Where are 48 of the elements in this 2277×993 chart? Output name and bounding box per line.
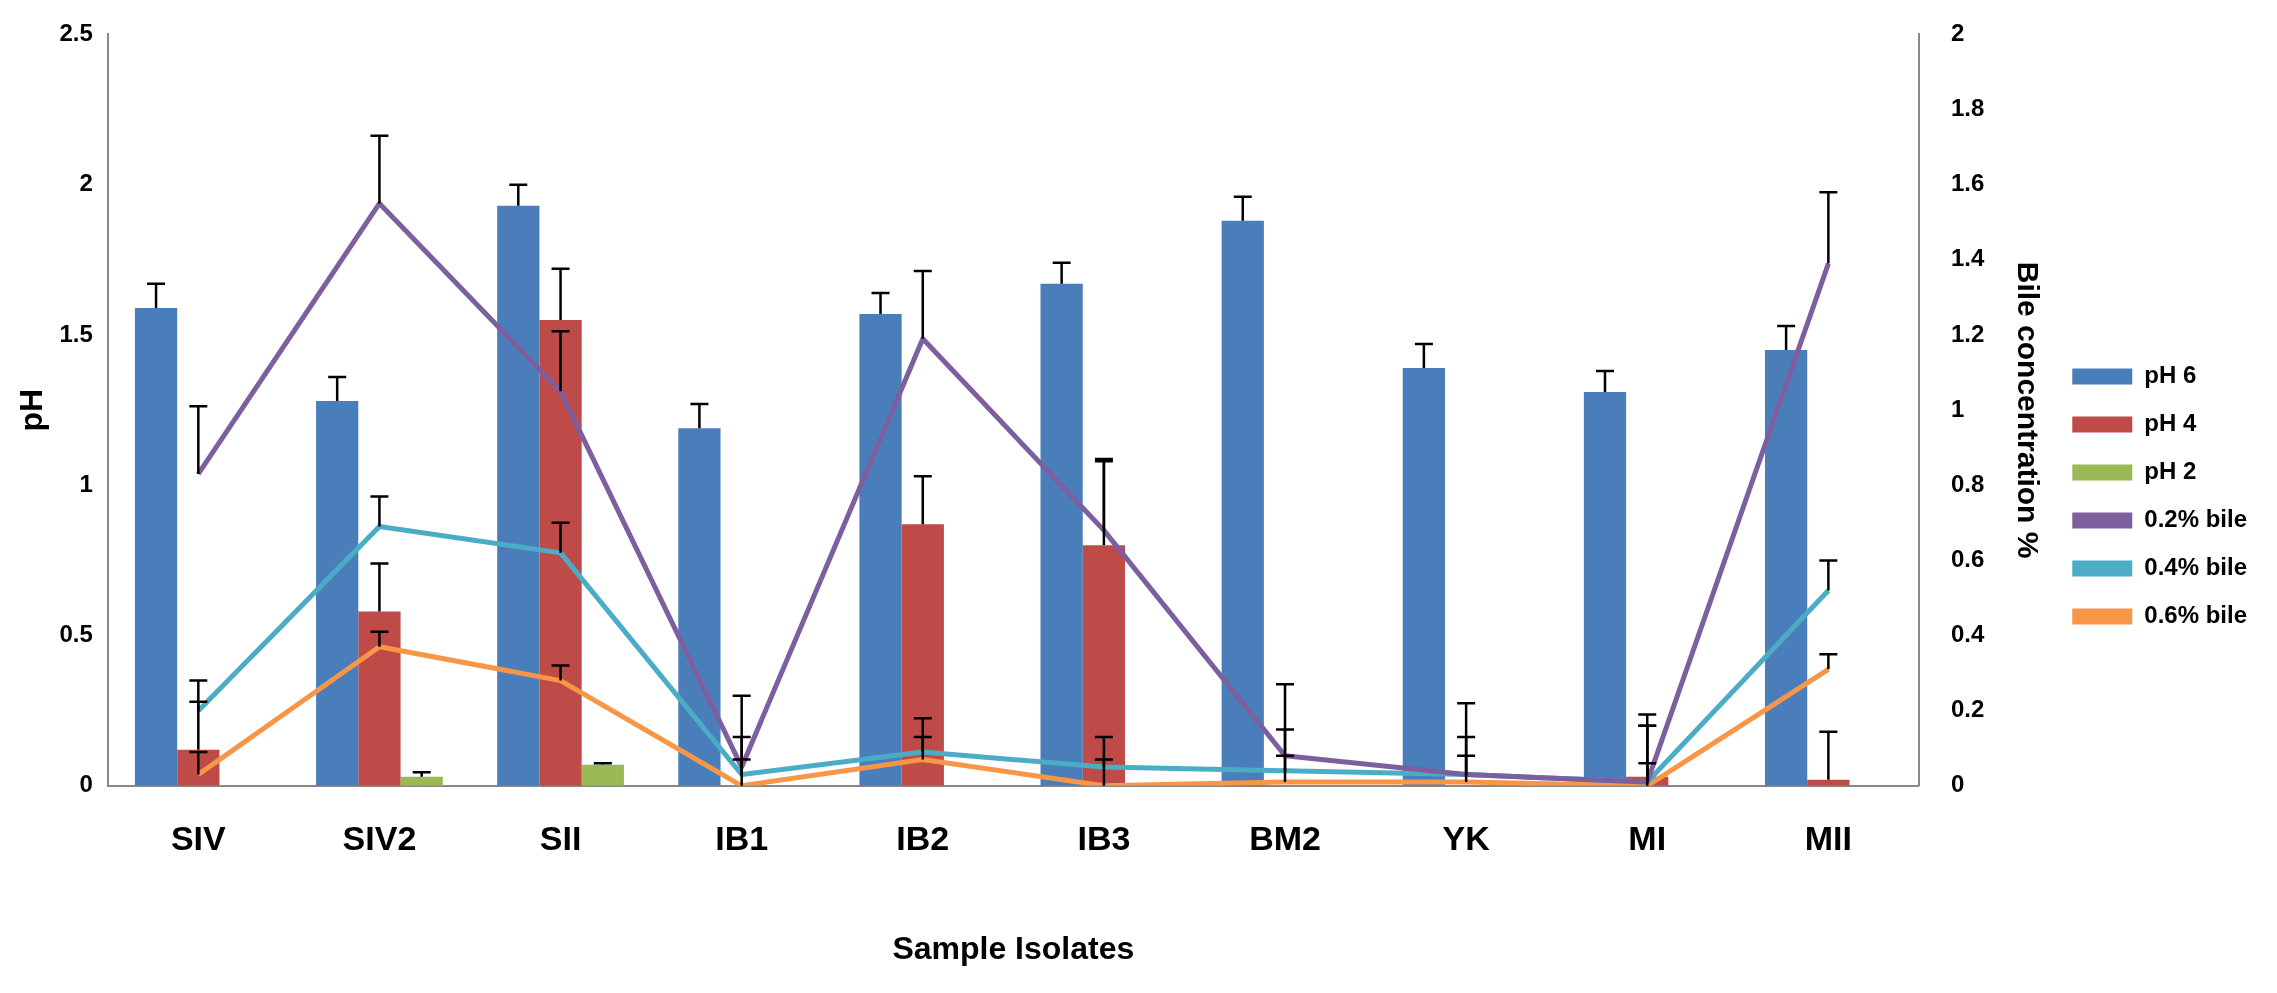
bar: [1082, 545, 1126, 786]
y-tick-label: 2: [79, 169, 93, 197]
x-tick-label: SII: [539, 818, 582, 857]
y2-tick-label: 1.8: [1950, 94, 1985, 122]
bar: [539, 319, 582, 786]
legend-label: 0.2% bile: [2144, 505, 2247, 533]
y-axis-title: pH: [13, 388, 50, 432]
bar: [1040, 283, 1083, 786]
x-tick-label: SIV: [170, 818, 227, 857]
legend-label: 0.4% bile: [2144, 553, 2247, 581]
x-tick-label: YK: [1442, 818, 1491, 857]
y2-tick-label: 0.8: [1950, 469, 1985, 497]
bar: [134, 307, 178, 786]
y2-tick-label: 0.2: [1950, 695, 1985, 723]
x-tick-label: IB1: [715, 818, 769, 857]
y-tick-label: 0.5: [59, 620, 93, 648]
bar: [316, 401, 359, 786]
x-tick-label: MII: [1804, 818, 1852, 857]
bar: [1764, 349, 1808, 786]
y-tick-label: 1: [79, 469, 93, 497]
y2-tick-label: 1.6: [1950, 169, 1985, 197]
y2-tick-label: 2: [1950, 19, 1965, 47]
x-tick-label: MI: [1628, 818, 1667, 857]
bar: [581, 764, 624, 786]
x-tick-label: BM2: [1249, 818, 1321, 857]
x-axis-title: Sample Isolates: [892, 929, 1135, 966]
y-tick-label: 1.5: [59, 319, 93, 347]
bar: [358, 611, 401, 786]
bar: [497, 205, 540, 786]
x-tick-label: IB3: [1077, 818, 1131, 857]
y2-tick-label: 1: [1950, 394, 1965, 422]
y2-tick-label: 0.6: [1950, 545, 1985, 573]
y2-tick-label: 1.4: [1950, 244, 1985, 272]
bar: [678, 428, 721, 786]
y-tick-label: 2.5: [59, 19, 93, 47]
y2-tick-label: 1.2: [1950, 319, 1985, 347]
y2-tick-label: 0: [1950, 770, 1965, 798]
legend-label: pH 2: [2144, 457, 2197, 485]
legend-label: 0.6% bile: [2144, 601, 2247, 629]
y2-axis-title: Bile concentration %: [2012, 261, 2046, 559]
legend-label: pH 4: [2144, 409, 2197, 437]
x-tick-label: SIV2: [342, 818, 417, 857]
x-tick-label: IB2: [896, 818, 950, 857]
bar: [901, 524, 944, 786]
y2-tick-label: 0.4: [1950, 620, 1985, 648]
bar: [859, 313, 902, 786]
legend-label: pH 6: [2144, 361, 2197, 389]
y-tick-label: 0: [79, 770, 93, 798]
